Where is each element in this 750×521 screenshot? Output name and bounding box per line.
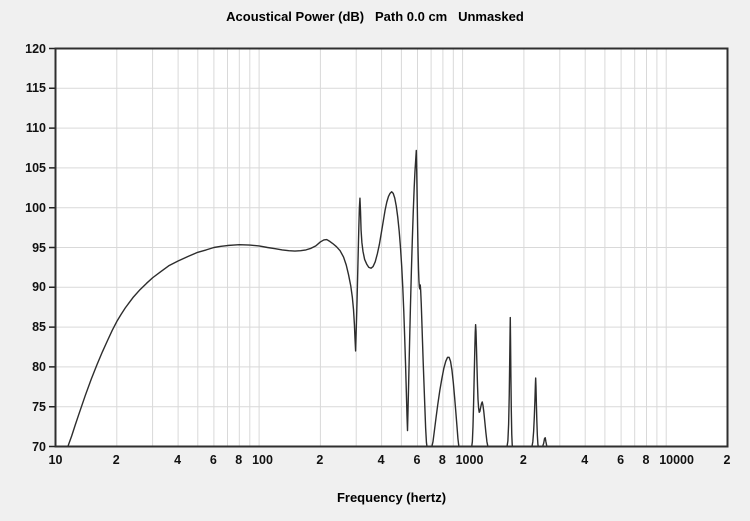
x-tick-label: 6	[413, 453, 421, 467]
x-tick-label: 10000	[659, 453, 694, 467]
y-tick-label: 95	[32, 240, 46, 255]
x-tick-label: 2	[519, 453, 527, 467]
y-tick-label: 100	[25, 200, 46, 215]
x-tick-label: 4	[581, 453, 589, 467]
x-tick-label: 8	[642, 453, 650, 467]
y-tick-label: 120	[25, 41, 46, 56]
curve-acoustical-power	[67, 149, 727, 446]
y-tick-label: 90	[32, 280, 46, 295]
x-tick-label: 10	[48, 453, 63, 467]
y-tick-label: 110	[25, 121, 46, 136]
y-tick-label: 70	[32, 439, 46, 454]
y-tick-label: 105	[25, 160, 46, 175]
x-tick-label: 6	[617, 453, 625, 467]
plot-border	[54, 47, 729, 448]
x-tick-label: 4	[174, 453, 182, 467]
x-tick-label: 2	[723, 453, 731, 467]
x-axis-title: Frequency (hertz)	[336, 490, 447, 505]
x-tick-label: 2	[112, 453, 120, 467]
y-tick-label: 115	[25, 81, 46, 96]
x-tick-label: 8	[235, 453, 243, 467]
y-tick-label: 85	[32, 320, 46, 335]
x-tick-label: 4	[377, 453, 385, 467]
x-tick-label: 100	[252, 453, 273, 467]
y-tick-label: 75	[32, 399, 46, 414]
x-tick-label: 1000	[455, 453, 484, 467]
x-tick-label: 6	[209, 453, 217, 467]
chart-title: Acoustical Power (dB) Path 0.0 cm Unmask…	[226, 9, 524, 24]
y-tick-label: 80	[32, 359, 46, 374]
x-tick-label: 8	[438, 453, 446, 467]
x-tick-label: 2	[316, 453, 324, 467]
